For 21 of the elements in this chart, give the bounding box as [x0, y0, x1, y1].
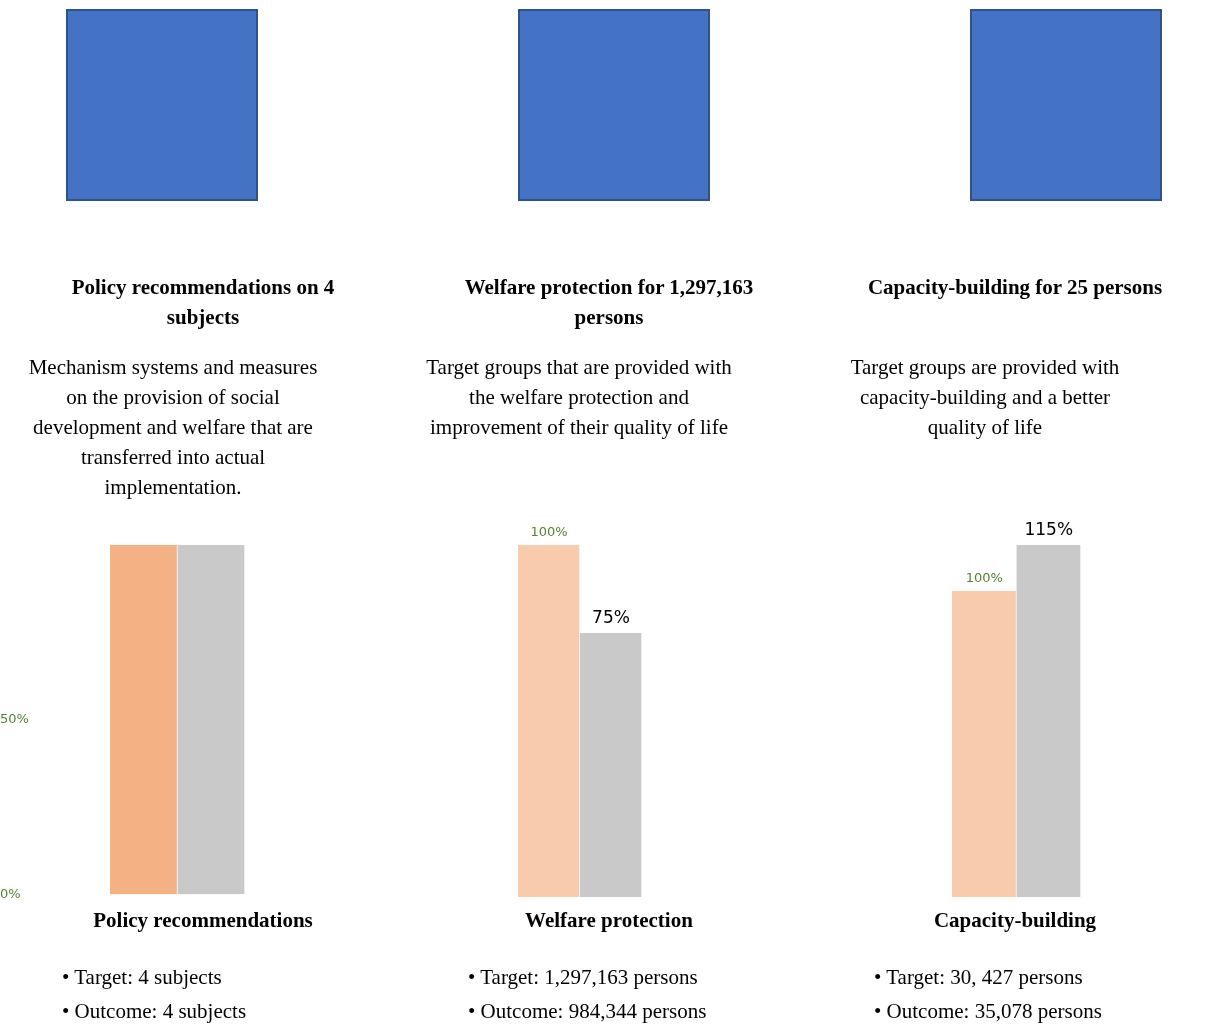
x-axis-title: Policy recommendations: [92, 908, 314, 933]
text: • Target: 1,297,163 persons: [468, 964, 699, 991]
chart-title: Policy recommendations on 4 subjects: [70, 274, 336, 331]
y-tick-label: 0%: [0, 885, 21, 901]
text: • Outcome: 35,078 persons: [874, 998, 1102, 1025]
chart-title: Welfare protection for 1,297,163 persons: [463, 274, 755, 331]
chart-title: Capacity-building for 25 persons: [866, 274, 1164, 301]
text: • Outcome: 4 subjects: [62, 998, 247, 1025]
text: • Outcome: 984,344 persons: [468, 998, 707, 1025]
text: • Target: 30, 427 persons: [874, 964, 1084, 991]
x-axis-title: Capacity-building: [932, 908, 1098, 933]
data-label: 115%: [1024, 518, 1074, 539]
chart-subtitle: Mechanism systems and measures on the provision of social development and welfare that are transferred into actual implementation.: [27, 354, 319, 501]
chart-subtitle: Target groups are provided with capacity-building and a better quality of life: [849, 354, 1121, 441]
data-label: 75%: [592, 606, 630, 627]
data-label: 100%: [530, 523, 568, 539]
y-tick-label: 50%: [0, 710, 29, 726]
data-label: 100%: [965, 569, 1003, 585]
text: • Target: 4 subjects: [62, 964, 223, 991]
chart-subtitle: Target groups that are provided with the welfare protection and improvement of their quality of life: [425, 354, 733, 441]
x-axis-title: Welfare protection: [524, 908, 694, 933]
